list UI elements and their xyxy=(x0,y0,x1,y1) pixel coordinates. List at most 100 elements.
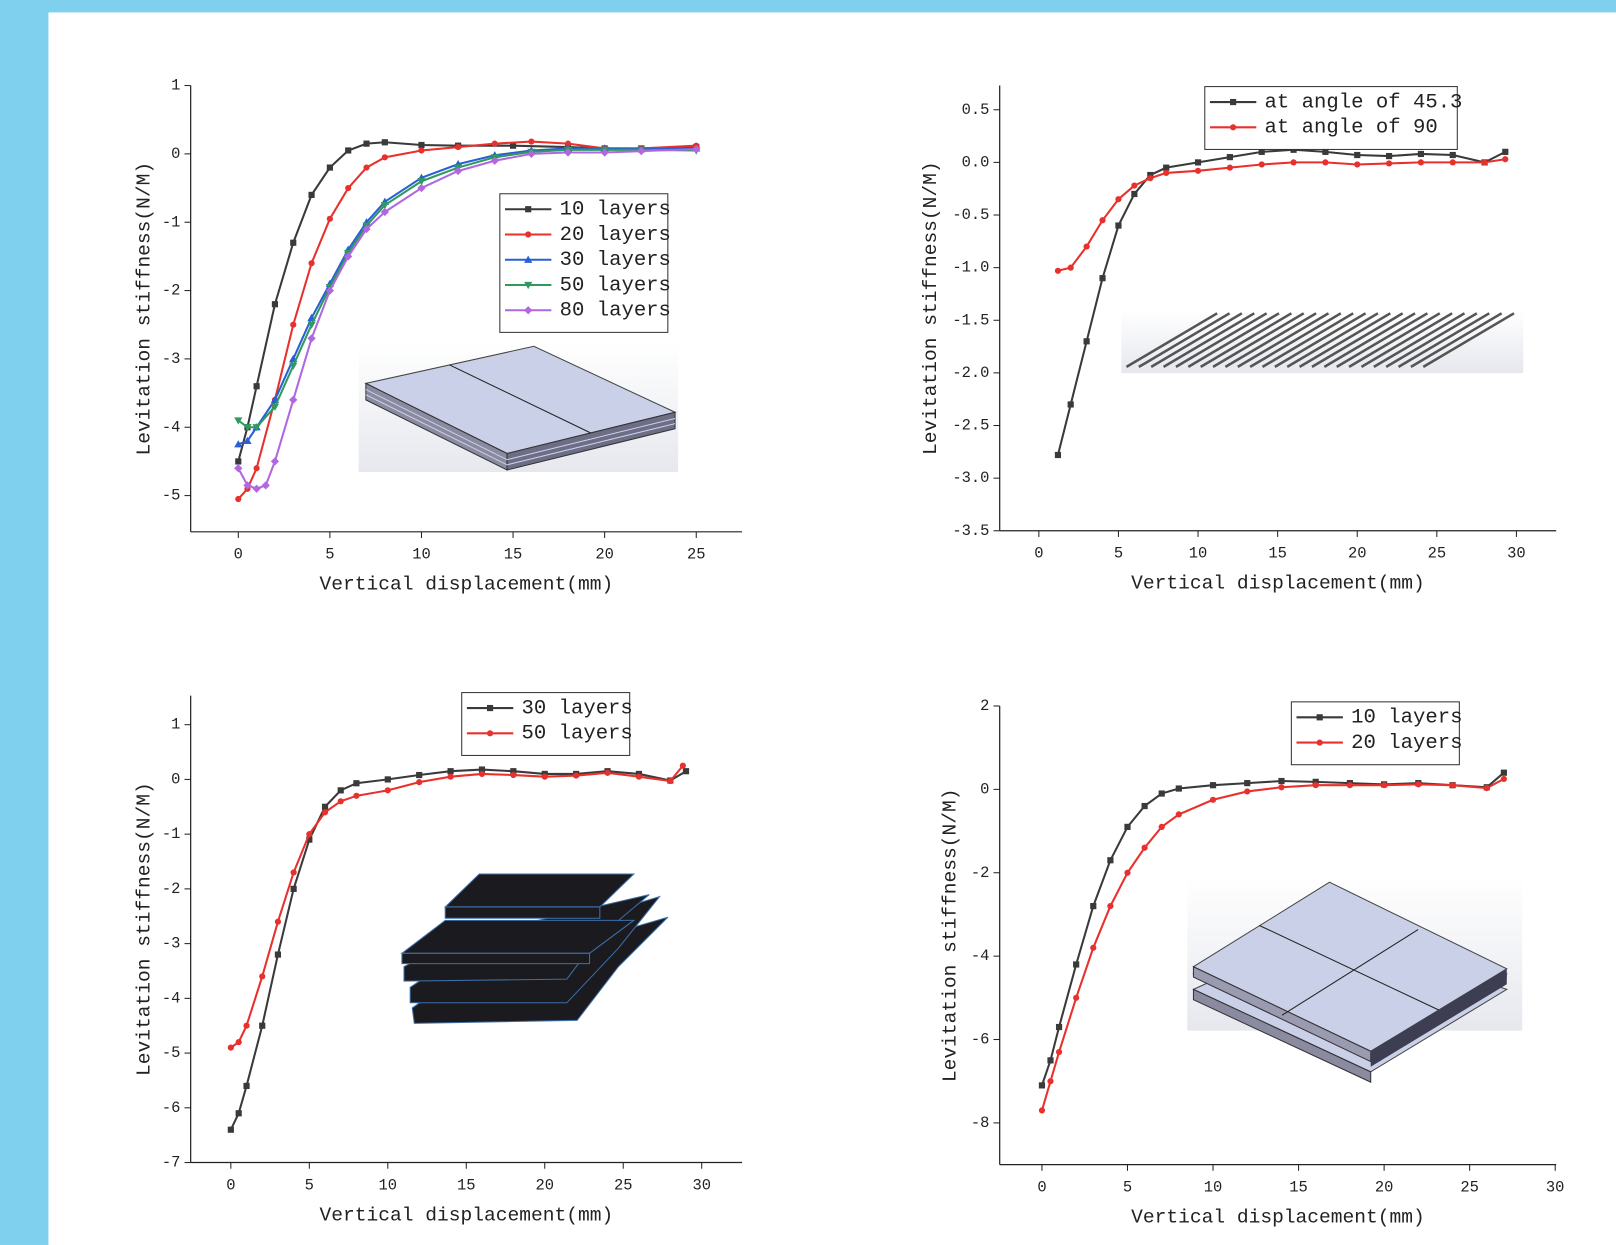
x-tick-label: 0 xyxy=(1034,545,1043,563)
x-axis-label: Vertical displacement(mm) xyxy=(319,1204,613,1226)
marker xyxy=(1502,156,1508,162)
x-tick-label: 5 xyxy=(325,546,334,564)
marker xyxy=(1055,452,1061,458)
marker xyxy=(418,142,424,148)
marker xyxy=(1039,1082,1045,1088)
marker xyxy=(492,141,498,147)
marker xyxy=(1131,191,1137,197)
x-tick-label: 25 xyxy=(614,1176,633,1194)
y-tick-label: -1.5 xyxy=(952,311,989,329)
legend: 10 layers20 layers30 layers50 layers80 l… xyxy=(500,194,671,333)
marker xyxy=(1386,160,1392,166)
marker xyxy=(290,240,296,246)
marker xyxy=(1099,217,1105,223)
y-axis-label: Levitation stiffness(N/M) xyxy=(920,161,942,455)
x-tick-label: 5 xyxy=(1114,545,1123,563)
marker xyxy=(306,831,312,837)
marker xyxy=(1047,1078,1053,1084)
x-tick-label: 10 xyxy=(1189,545,1208,563)
marker xyxy=(1084,243,1090,249)
x-tick-label: 20 xyxy=(1348,545,1367,563)
x-tick-label: 25 xyxy=(687,546,706,564)
marker xyxy=(1227,154,1233,160)
marker xyxy=(528,138,534,144)
marker xyxy=(636,774,642,780)
marker xyxy=(416,779,422,785)
y-tick-label: 2 xyxy=(980,697,989,715)
y-tick-label: -4 xyxy=(162,418,181,436)
x-tick-label: 25 xyxy=(1460,1178,1479,1196)
x-tick-label: 10 xyxy=(1204,1178,1223,1196)
marker xyxy=(447,768,453,774)
marker xyxy=(487,705,493,711)
y-tick-label: -2 xyxy=(162,880,181,898)
y-tick-label: 0 xyxy=(171,145,180,163)
y-tick-label: -2.0 xyxy=(952,364,989,382)
marker xyxy=(275,919,281,925)
x-tick-label: 15 xyxy=(1289,1178,1308,1196)
frame-top xyxy=(0,0,1616,12)
marker xyxy=(243,1083,249,1089)
marker xyxy=(1317,714,1323,720)
marker xyxy=(1073,961,1079,967)
x-tick-label: 10 xyxy=(379,1176,398,1194)
marker xyxy=(683,768,689,774)
marker xyxy=(1176,785,1182,791)
y-tick-label: -4 xyxy=(162,989,181,1007)
frame-left xyxy=(0,0,48,1245)
marker xyxy=(1115,196,1121,202)
legend-label: 30 layers xyxy=(521,697,632,720)
marker xyxy=(1124,824,1130,830)
y-tick-label: 0.5 xyxy=(962,101,990,119)
marker xyxy=(1056,1049,1062,1055)
marker xyxy=(385,787,391,793)
marker xyxy=(338,798,344,804)
y-axis-label: Levitation stiffness(N/M) xyxy=(939,788,961,1082)
marker xyxy=(525,231,531,237)
marker xyxy=(1230,99,1236,105)
marker xyxy=(1090,903,1096,909)
y-tick-label: -3 xyxy=(162,350,181,368)
y-tick-label: -4 xyxy=(971,947,990,965)
marker xyxy=(604,770,610,776)
legend-label: at angle of 90 xyxy=(1265,117,1438,140)
marker xyxy=(382,139,388,145)
marker xyxy=(236,1039,242,1045)
marker xyxy=(1039,1107,1045,1113)
marker xyxy=(1210,797,1216,803)
x-tick-label: 20 xyxy=(595,546,614,564)
marker xyxy=(1501,770,1507,776)
marker xyxy=(353,793,359,799)
x-tick-label: 0 xyxy=(226,1176,235,1194)
marker xyxy=(228,1127,234,1133)
y-tick-label: 0 xyxy=(980,780,989,798)
legend-label: 50 layers xyxy=(560,274,671,297)
marker xyxy=(1244,788,1250,794)
marker xyxy=(1115,222,1121,228)
y-tick-label: -2 xyxy=(162,282,181,300)
marker xyxy=(1313,782,1319,788)
marker xyxy=(1176,811,1182,817)
marker xyxy=(275,951,281,957)
marker xyxy=(1055,268,1061,274)
marker xyxy=(1159,790,1165,796)
marker xyxy=(1124,870,1130,876)
legend-label: 30 layers xyxy=(560,249,671,272)
marker xyxy=(1317,739,1323,745)
y-axis-label: Levitation stiffness(N/M) xyxy=(133,782,155,1076)
marker xyxy=(1047,1057,1053,1063)
marker xyxy=(1131,182,1137,188)
x-axis-label: Vertical displacement(mm) xyxy=(1131,1206,1425,1228)
legend-label: 80 layers xyxy=(560,300,671,323)
marker xyxy=(1278,784,1284,790)
legend-label: 10 layers xyxy=(1351,707,1462,730)
x-tick-label: 20 xyxy=(535,1176,554,1194)
legend-label: at angle of 45.3 xyxy=(1265,91,1463,114)
legend-label: 20 layers xyxy=(1351,732,1462,755)
marker xyxy=(573,772,579,778)
marker xyxy=(1073,995,1079,1001)
marker xyxy=(1386,153,1392,159)
marker xyxy=(1259,161,1265,167)
marker xyxy=(353,780,359,786)
marker xyxy=(1354,161,1360,167)
